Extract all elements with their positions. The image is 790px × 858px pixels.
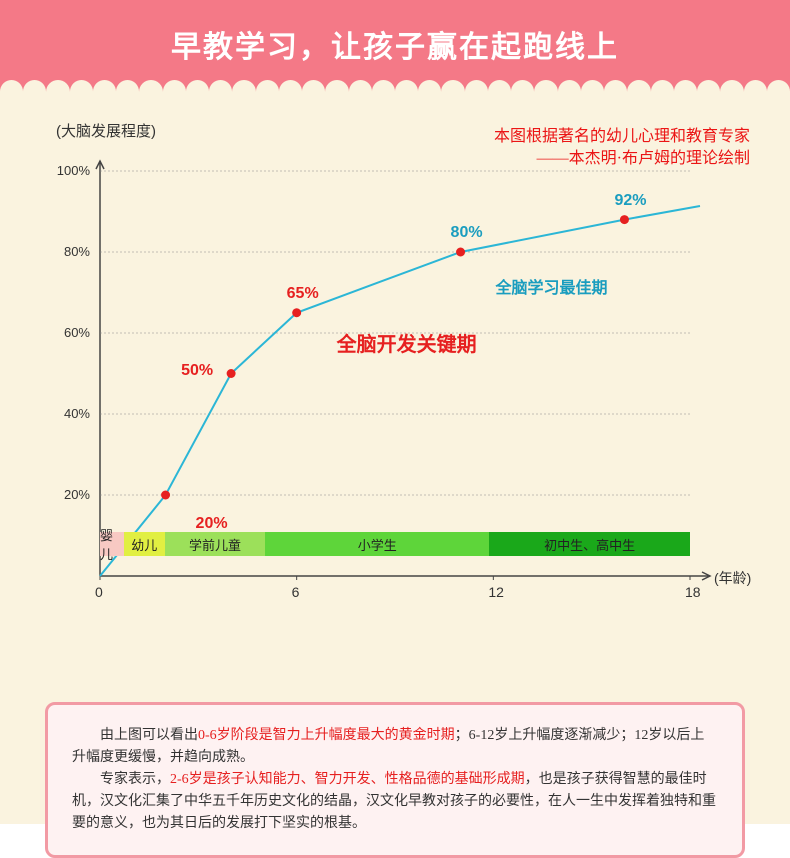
age-segment: 学前儿童 [165,532,265,556]
y-tick: 20% [40,487,90,502]
callout-p1: 由上图可以看出0-6岁阶段是智力上升幅度最大的黄金时期；6-12岁上升幅度逐渐减… [72,725,718,769]
age-segment: 初中生、高中生 [489,532,690,556]
y-tick: 60% [40,325,90,340]
data-label: 20% [196,515,228,533]
data-label: 92% [614,192,646,210]
age-segment: 幼儿 [124,532,165,556]
age-stage-bar: 婴儿幼儿学前儿童小学生初中生、高中生 [100,532,690,556]
header: 早教学习，让孩子赢在起跑线上 [0,0,790,96]
x-tick: 18 [685,584,701,600]
callout-box: 由上图可以看出0-6岁阶段是智力上升幅度最大的黄金时期；6-12岁上升幅度逐渐减… [45,702,745,858]
data-label: 80% [451,224,483,242]
data-label: 65% [287,285,319,303]
data-label: 50% [181,362,213,380]
x-tick: 12 [488,584,504,600]
y-tick: 100% [40,163,90,178]
scallop-border [0,80,790,96]
x-tick: 0 [95,584,103,600]
x-axis-label: (年龄) [714,568,751,588]
page-title: 早教学习，让孩子赢在起跑线上 [0,0,790,80]
age-segment: 婴儿 [100,532,124,556]
x-tick: 6 [292,584,300,600]
callout-p2: 专家表示，2-6岁是孩子认知能力、智力开发、性格品德的基础形成期，也是孩子获得智… [72,769,718,835]
chart-annotation: 全脑学习最佳期 [496,274,608,298]
y-tick: 40% [40,406,90,421]
y-tick: 80% [40,244,90,259]
chart-annotation: 全脑开发关键期 [337,328,477,357]
age-segment: 小学生 [265,532,489,556]
